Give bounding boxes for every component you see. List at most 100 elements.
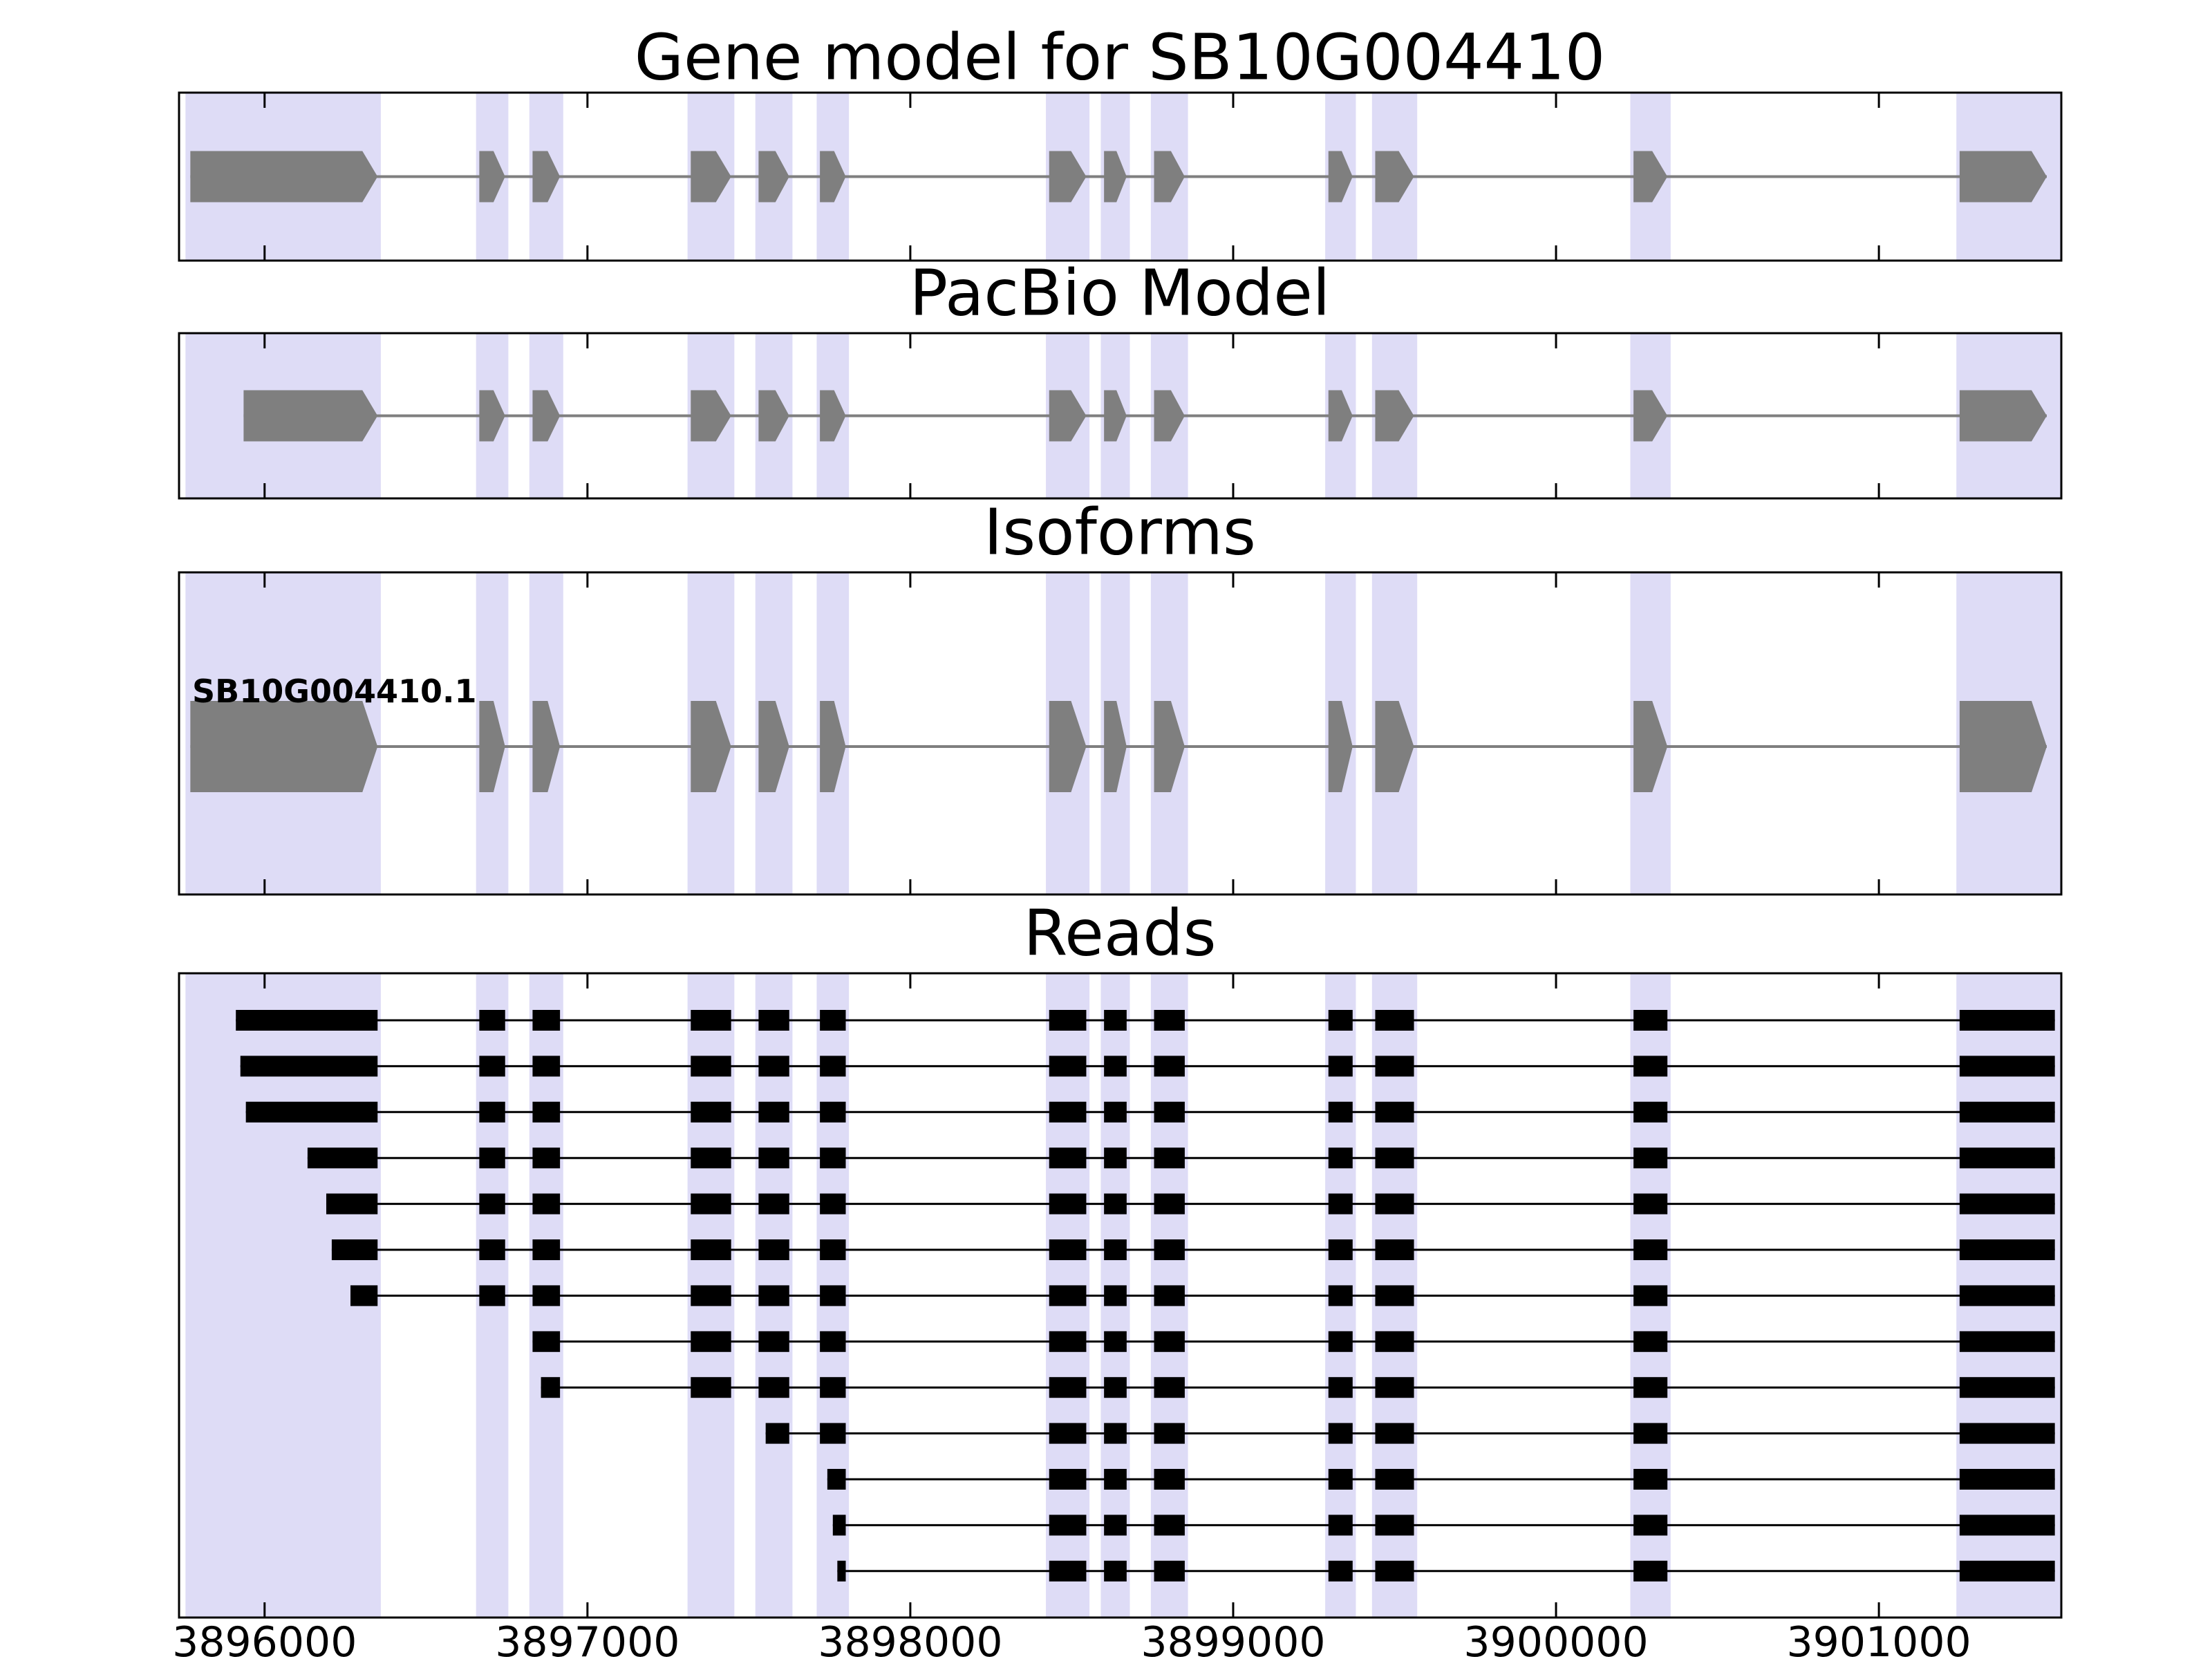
read-exon-block bbox=[331, 1239, 378, 1260]
exon-block bbox=[1959, 151, 2047, 203]
read-exon-block bbox=[1633, 1239, 1668, 1260]
read-exon-block bbox=[479, 1239, 505, 1260]
read-exon-block bbox=[832, 1515, 846, 1536]
read-exon-block bbox=[1328, 1560, 1353, 1582]
read-exon-block bbox=[479, 1193, 505, 1215]
read-exon-block bbox=[758, 1377, 789, 1398]
read-exon-block bbox=[820, 1010, 846, 1031]
exon-block bbox=[1328, 701, 1353, 792]
read-exon-block bbox=[479, 1147, 505, 1169]
read-exon-block bbox=[820, 1377, 846, 1398]
read-exon-block bbox=[1104, 1056, 1127, 1077]
read-exon-block bbox=[1328, 1423, 1353, 1444]
read-exon-block bbox=[1154, 1010, 1185, 1031]
read-exon-block bbox=[1959, 1469, 2055, 1490]
read-exon-block bbox=[1375, 1560, 1414, 1582]
read-exon-block bbox=[1104, 1331, 1127, 1352]
read-exon-block bbox=[758, 1056, 789, 1077]
read-exon-block bbox=[820, 1101, 846, 1123]
read-exon-block bbox=[1959, 1285, 2055, 1306]
read-exon-block bbox=[1104, 1010, 1127, 1031]
read-exon-block bbox=[532, 1285, 561, 1306]
read-exon-block bbox=[1633, 1331, 1668, 1352]
x-tick-label: 3900000 bbox=[1463, 1618, 1648, 1659]
read-exon-block bbox=[1633, 1423, 1668, 1444]
read-exon-block bbox=[1375, 1515, 1414, 1536]
read-exon-block bbox=[1375, 1010, 1414, 1031]
title-reads: Reads bbox=[1023, 896, 1217, 971]
read-exon-block bbox=[1375, 1423, 1414, 1444]
x-tick-label: 3901000 bbox=[1786, 1618, 1971, 1659]
read-exon-block bbox=[1104, 1101, 1127, 1123]
read-exon-block bbox=[1633, 1147, 1668, 1169]
exon-block bbox=[1328, 151, 1353, 203]
read-exon-block bbox=[691, 1056, 731, 1077]
exon-block bbox=[820, 390, 846, 442]
read-exon-block bbox=[820, 1239, 846, 1260]
read-exon-block bbox=[691, 1101, 731, 1123]
read-exon-block bbox=[691, 1239, 731, 1260]
read-exon-block bbox=[1328, 1469, 1353, 1490]
exon-block bbox=[1049, 390, 1087, 442]
read-exon-block bbox=[1104, 1147, 1127, 1169]
exon-block bbox=[1049, 151, 1087, 203]
read-exon-block bbox=[827, 1469, 846, 1490]
read-exon-block bbox=[1375, 1101, 1414, 1123]
read-exon-block bbox=[1049, 1193, 1087, 1215]
read-exon-block bbox=[1049, 1056, 1087, 1077]
read-exon-block bbox=[532, 1193, 561, 1215]
read-exon-block bbox=[1959, 1515, 2055, 1536]
panel-border bbox=[178, 91, 2063, 262]
read-exon-block bbox=[532, 1331, 561, 1352]
exon-block bbox=[532, 390, 561, 442]
exon-block bbox=[1375, 701, 1414, 792]
title-gene-model: Gene model for SB10G004410 bbox=[634, 20, 1606, 95]
read-exon-block bbox=[1104, 1423, 1127, 1444]
read-exon-block bbox=[820, 1193, 846, 1215]
read-exon-block bbox=[1154, 1056, 1185, 1077]
read-exon-block bbox=[1959, 1101, 2055, 1123]
read-exon-block bbox=[479, 1056, 505, 1077]
exon-block bbox=[1959, 390, 2047, 442]
read-exon-block bbox=[532, 1101, 561, 1123]
exon-block bbox=[691, 701, 731, 792]
read-exon-block bbox=[1104, 1285, 1127, 1306]
read-exon-block bbox=[1049, 1331, 1087, 1352]
read-exon-block bbox=[1328, 1147, 1353, 1169]
read-exon-block bbox=[532, 1147, 561, 1169]
read-exon-block bbox=[1375, 1331, 1414, 1352]
read-exon-block bbox=[479, 1010, 505, 1031]
read-exon-block bbox=[1633, 1285, 1668, 1306]
read-exon-block bbox=[1633, 1056, 1668, 1077]
read-exon-block bbox=[1049, 1147, 1087, 1169]
exon-block bbox=[758, 701, 789, 792]
read-exon-block bbox=[758, 1147, 789, 1169]
read-exon-block bbox=[1959, 1056, 2055, 1077]
exon-block bbox=[1104, 701, 1127, 792]
read-exon-block bbox=[1049, 1285, 1087, 1306]
read-exon-block bbox=[1959, 1560, 2055, 1582]
read-exon-block bbox=[1154, 1469, 1185, 1490]
read-exon-block bbox=[245, 1101, 378, 1123]
read-exon-block bbox=[1959, 1377, 2055, 1398]
read-exon-block bbox=[1633, 1010, 1668, 1031]
read-exon-block bbox=[1154, 1515, 1185, 1536]
read-exon-block bbox=[541, 1377, 561, 1398]
read-exon-block bbox=[1633, 1560, 1668, 1582]
exon-block bbox=[1375, 151, 1414, 203]
read-exon-block bbox=[1328, 1056, 1353, 1077]
read-exon-block bbox=[758, 1193, 789, 1215]
read-exon-block bbox=[691, 1010, 731, 1031]
read-exon-block bbox=[691, 1147, 731, 1169]
read-exon-block bbox=[820, 1331, 846, 1352]
read-exon-block bbox=[532, 1010, 561, 1031]
read-exon-block bbox=[1375, 1285, 1414, 1306]
read-exon-block bbox=[236, 1010, 378, 1031]
read-exon-block bbox=[1154, 1331, 1185, 1352]
exon-block bbox=[1633, 701, 1668, 792]
exon-block bbox=[1328, 390, 1353, 442]
read-exon-block bbox=[691, 1377, 731, 1398]
read-exon-block bbox=[1959, 1331, 2055, 1352]
read-exon-block bbox=[1049, 1377, 1087, 1398]
read-exon-block bbox=[1104, 1515, 1127, 1536]
